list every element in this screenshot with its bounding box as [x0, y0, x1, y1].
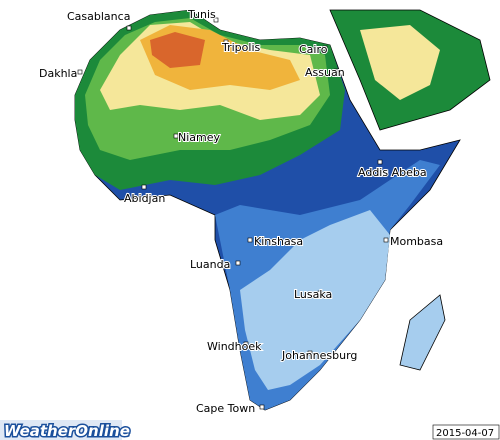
city-label: Cape Town — [196, 402, 255, 415]
brand-box — [0, 420, 122, 440]
city-label: Luanda — [190, 258, 230, 271]
madagascar — [399, 294, 446, 371]
city-label: Johannesburg — [281, 349, 357, 362]
city-label: Assuan — [305, 66, 345, 79]
city-label: Lusaka — [294, 288, 332, 301]
city-label: Tunis — [187, 8, 216, 21]
city-label: Abidjan — [124, 192, 165, 205]
city-label: Kinshasa — [254, 235, 303, 248]
city-label: Windhoek — [207, 340, 262, 353]
city-label: Tripolis — [221, 41, 261, 54]
city-label: Niamey — [178, 131, 221, 144]
city-label: Dakhla — [39, 67, 77, 80]
city-label: Casablanca — [67, 10, 130, 23]
rain-zone — [240, 210, 390, 390]
city-label: Cairo — [299, 43, 328, 56]
date-box — [432, 424, 500, 440]
dry-zone — [360, 25, 440, 100]
dry-zone — [150, 32, 205, 68]
city-label: Addis Abeba — [358, 166, 427, 179]
date-label: 2015-04-07 — [436, 428, 494, 439]
city-label: Mombasa — [390, 235, 443, 248]
city-dots — [77, 17, 389, 410]
brand-logo: WeatherOnline — [4, 422, 130, 440]
